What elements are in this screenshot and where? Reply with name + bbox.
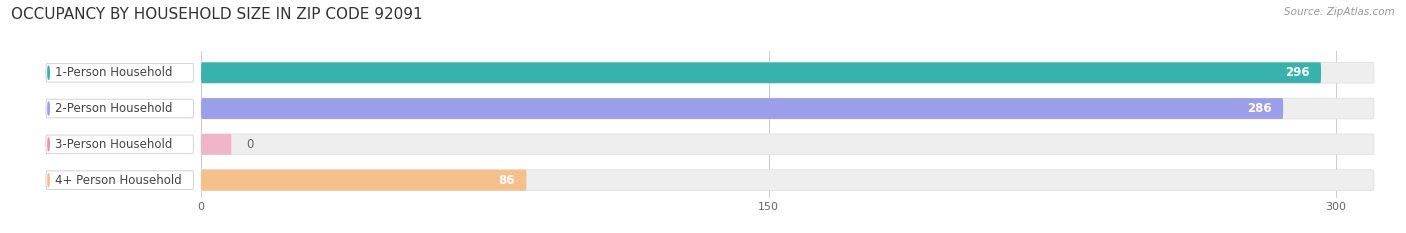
FancyBboxPatch shape	[201, 62, 1374, 83]
FancyBboxPatch shape	[46, 135, 194, 154]
FancyBboxPatch shape	[201, 134, 1374, 155]
FancyBboxPatch shape	[201, 98, 1284, 119]
FancyBboxPatch shape	[46, 99, 194, 118]
FancyBboxPatch shape	[46, 171, 194, 189]
Text: OCCUPANCY BY HOUSEHOLD SIZE IN ZIP CODE 92091: OCCUPANCY BY HOUSEHOLD SIZE IN ZIP CODE …	[11, 7, 423, 22]
Text: 4+ Person Household: 4+ Person Household	[55, 174, 181, 187]
FancyBboxPatch shape	[201, 170, 526, 191]
Text: 0: 0	[246, 138, 254, 151]
Text: 296: 296	[1285, 66, 1309, 79]
Text: Source: ZipAtlas.com: Source: ZipAtlas.com	[1284, 7, 1395, 17]
Text: 1-Person Household: 1-Person Household	[55, 66, 173, 79]
Text: 86: 86	[499, 174, 515, 187]
FancyBboxPatch shape	[201, 98, 1374, 119]
FancyBboxPatch shape	[201, 62, 1322, 83]
Text: 3-Person Household: 3-Person Household	[55, 138, 173, 151]
FancyBboxPatch shape	[201, 170, 1374, 191]
Text: 286: 286	[1247, 102, 1272, 115]
FancyBboxPatch shape	[46, 63, 194, 82]
FancyBboxPatch shape	[201, 134, 232, 155]
Text: 2-Person Household: 2-Person Household	[55, 102, 173, 115]
